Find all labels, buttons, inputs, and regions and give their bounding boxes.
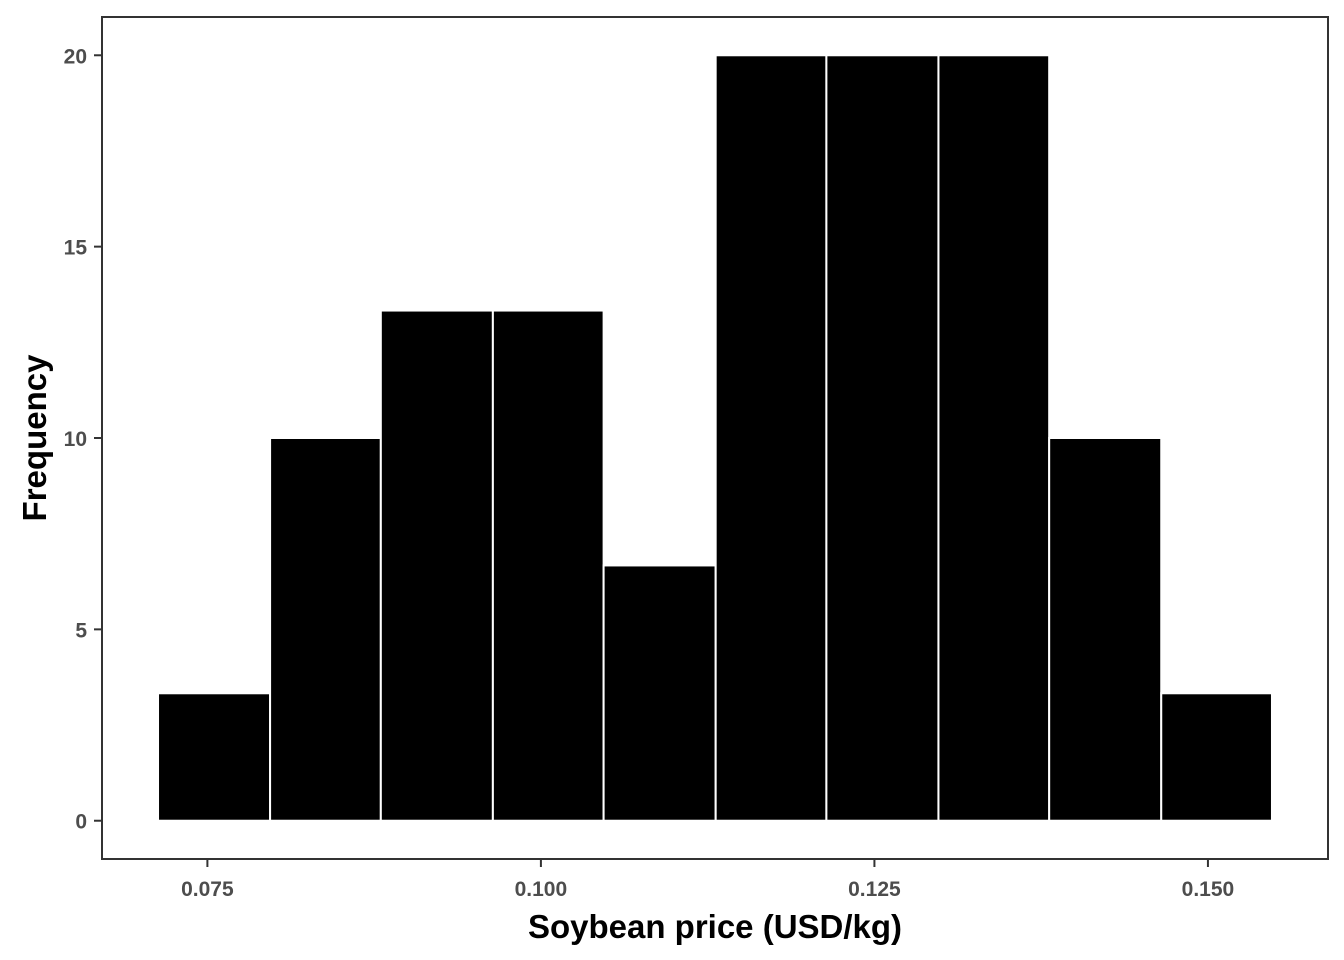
x-axis-title: Soybean price (USD/kg) — [528, 908, 902, 945]
histogram-bar-3 — [379, 309, 494, 822]
histogram-bar-8 — [937, 54, 1051, 822]
histogram-bar-7 — [825, 54, 940, 822]
histogram-bar-4 — [491, 309, 605, 822]
histogram-bar-1 — [157, 692, 272, 822]
histogram-bar-6 — [714, 54, 828, 822]
histogram-bar-9 — [1048, 437, 1163, 822]
histogram-bar-2 — [269, 437, 382, 822]
y-tick-label: 5 — [75, 619, 87, 642]
x-tick-label: 0.150 — [1182, 878, 1235, 901]
y-tick-label: 20 — [64, 45, 87, 68]
x-tick-label: 0.125 — [848, 878, 901, 901]
bars-layer — [157, 54, 1273, 822]
x-axis: 0.075 0.100 0.125 0.150 — [181, 859, 1234, 901]
y-tick-label: 0 — [75, 811, 87, 834]
y-axis: 0 5 10 15 20 — [64, 45, 102, 834]
x-tick-label: 0.100 — [515, 878, 568, 901]
histogram-bar-10 — [1160, 692, 1273, 822]
y-axis-title: Frequency — [16, 354, 53, 522]
histogram-bar-5 — [602, 564, 717, 822]
x-tick-label: 0.075 — [181, 878, 234, 901]
y-tick-label: 15 — [64, 237, 88, 260]
y-tick-label: 10 — [64, 428, 87, 451]
